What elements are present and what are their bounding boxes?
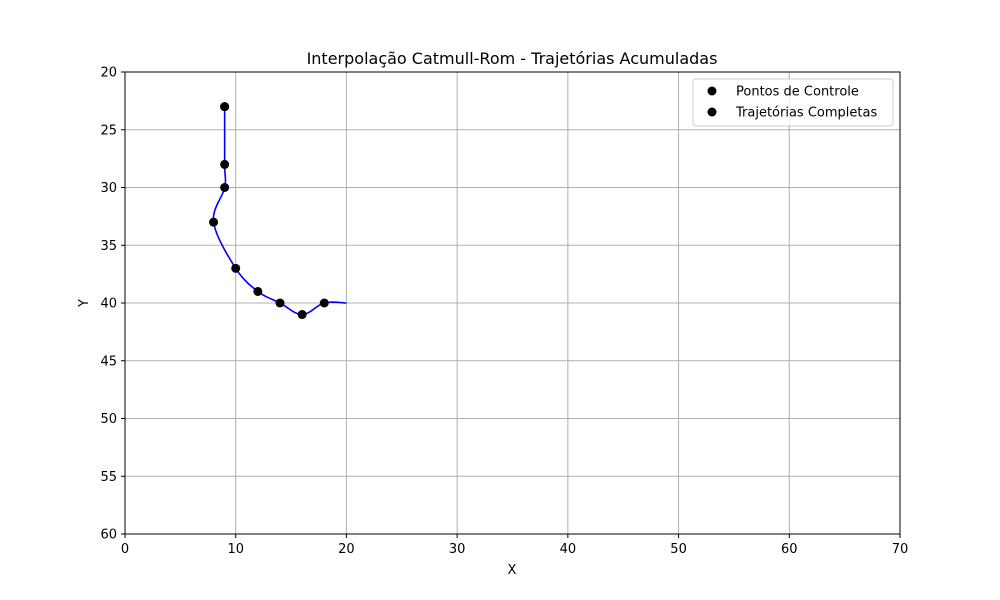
- x-tick-label: 50: [670, 542, 687, 557]
- control-points: [209, 102, 329, 320]
- trajectory-curves: [212, 106, 347, 316]
- y-tick-label: 25: [100, 123, 117, 138]
- y-tick-label: 55: [100, 470, 117, 485]
- x-tick-label: 40: [560, 542, 577, 557]
- y-tick-label: 50: [100, 412, 117, 427]
- x-tick-label: 60: [781, 542, 798, 557]
- control-point-marker: [231, 263, 241, 273]
- legend-label-control-points: Pontos de Controle: [736, 85, 859, 100]
- x-tick-label: 30: [449, 542, 466, 557]
- control-point-marker: [220, 102, 230, 112]
- y-axis-ticks: 20 25 30 35 40 45 50 55 60: [100, 66, 125, 543]
- trajectory-curve: [212, 106, 347, 316]
- x-axis-ticks: 0 10 20 30 40 50 60 70: [121, 534, 908, 557]
- x-axis-label: X: [508, 563, 517, 578]
- y-tick-label: 45: [100, 354, 117, 369]
- control-point-marker: [297, 310, 307, 320]
- y-tick-label: 30: [100, 181, 117, 196]
- x-tick-label: 0: [121, 542, 129, 557]
- y-axis-label: Y: [77, 299, 92, 308]
- control-point-marker: [319, 298, 329, 308]
- x-tick-label: 70: [892, 542, 909, 557]
- x-tick-label: 20: [338, 542, 355, 557]
- control-point-marker: [275, 298, 285, 308]
- y-tick-label: 20: [100, 66, 117, 81]
- legend-marker-control-points: [707, 86, 717, 96]
- chart-title: Interpolação Catmull-Rom - Trajetórias A…: [307, 49, 718, 68]
- control-point-marker: [220, 159, 230, 169]
- control-point-marker: [209, 217, 219, 227]
- control-point-marker: [220, 183, 230, 192]
- control-point-marker: [253, 286, 263, 296]
- legend: Pontos de Controle Trajetórias Completas: [692, 78, 894, 127]
- legend-label-trajectories: Trajetórias Completas: [735, 106, 877, 121]
- x-tick-label: 10: [227, 542, 244, 557]
- legend-box: [692, 78, 894, 127]
- y-tick-label: 35: [100, 239, 117, 254]
- y-tick-label: 60: [100, 528, 117, 543]
- legend-marker-trajectories: [707, 107, 717, 117]
- y-tick-label: 40: [100, 297, 117, 312]
